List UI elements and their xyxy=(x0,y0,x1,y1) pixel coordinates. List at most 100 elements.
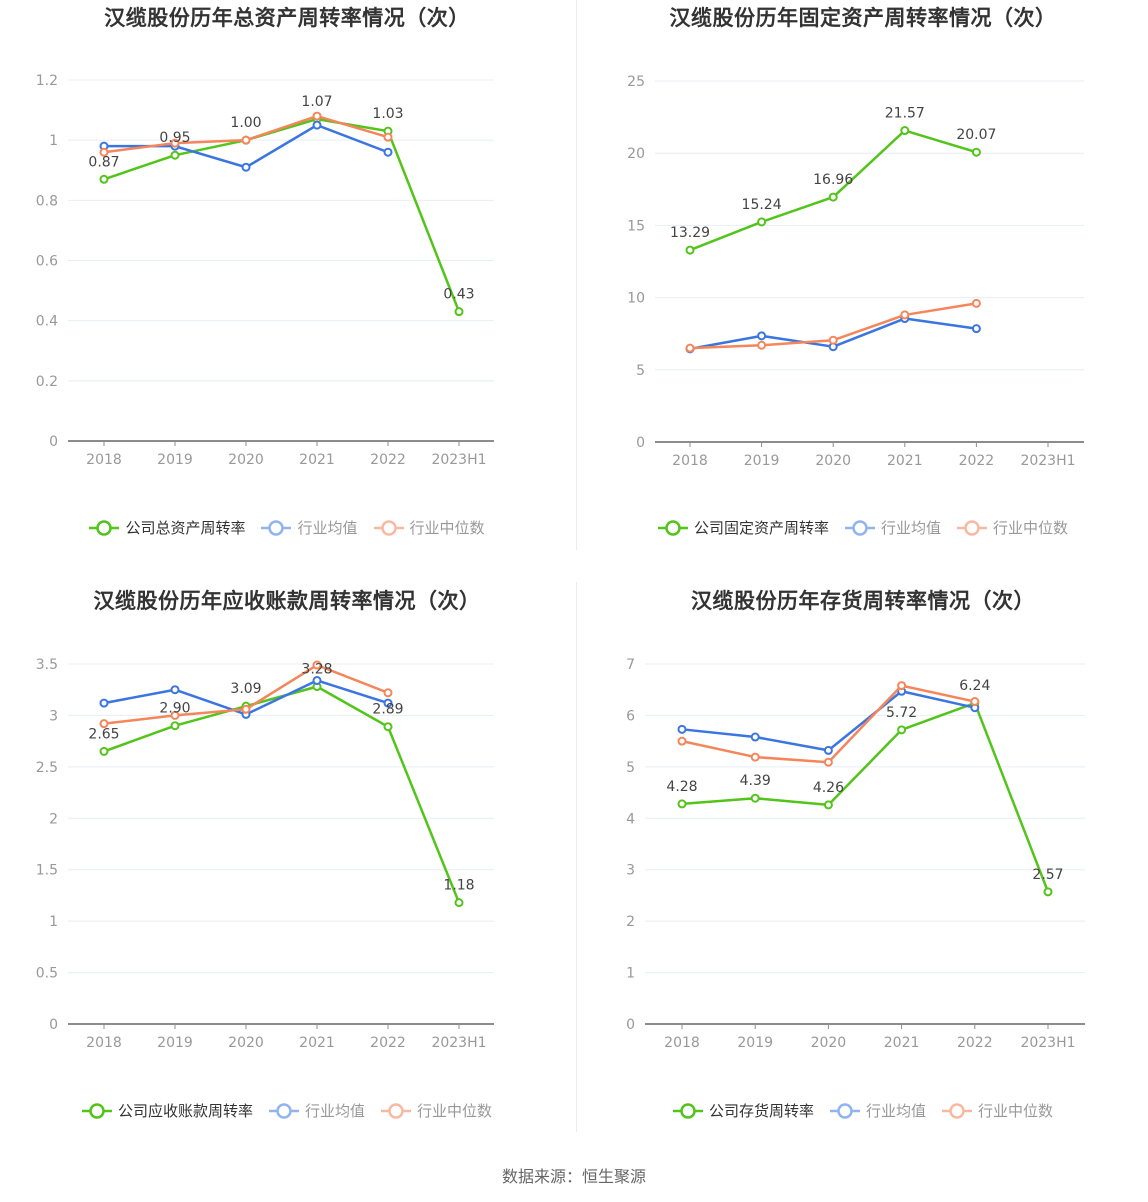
data-point-average[interactable] xyxy=(677,724,687,734)
data-point-median[interactable] xyxy=(750,752,760,762)
x-tick-label: 2018 xyxy=(672,453,708,469)
data-point-average[interactable] xyxy=(971,324,981,334)
series-line-company xyxy=(103,685,461,904)
data-point-company[interactable] xyxy=(454,898,464,908)
data-point-median[interactable] xyxy=(241,704,251,714)
data-point-median[interactable] xyxy=(970,697,980,707)
legend-line-circle-icon xyxy=(381,1102,411,1119)
legend-item-company[interactable]: 公司存货周转率 xyxy=(672,1100,814,1121)
data-point-median[interactable] xyxy=(312,111,322,121)
chart-plot: 0 0.5 1 1.5 2 2.5 3 3.5 2018 2019 2020 2021 2022 2023… xyxy=(36,657,494,1051)
data-point-median[interactable] xyxy=(312,660,322,670)
data-label: 2.90 xyxy=(159,701,190,717)
legend-item-median[interactable]: 行业中位数 xyxy=(942,1100,1053,1121)
data-label: 0.95 xyxy=(159,130,190,146)
data-point-median[interactable] xyxy=(677,736,687,746)
data-point-company[interactable] xyxy=(823,800,833,810)
y-tick-label: 5 xyxy=(636,363,645,379)
data-label: 0.43 xyxy=(443,287,474,303)
x-tick-label: 2021 xyxy=(887,453,923,469)
data-point-median[interactable] xyxy=(383,688,393,698)
x-tick-label: 2020 xyxy=(228,452,264,468)
data-point-average[interactable] xyxy=(312,120,322,130)
chart-title: 汉缆股份历年应收账款周转率情况（次） xyxy=(93,589,481,613)
data-point-company[interactable] xyxy=(828,192,838,202)
data-point-company[interactable] xyxy=(757,217,767,227)
data-point-company[interactable] xyxy=(170,721,180,731)
chart-plot: 0 0.2 0.4 0.6 0.8 1 1.2 2018 2019 2020 2021 2022 202… xyxy=(36,73,494,468)
data-point-median[interactable] xyxy=(900,310,910,320)
data-point-average[interactable] xyxy=(750,732,760,742)
chart-legend: 公司总资产周转率 行业均值 行业中位数 xyxy=(0,517,574,538)
y-tick-label: 0.4 xyxy=(36,314,58,330)
data-point-company[interactable] xyxy=(99,746,109,756)
data-point-company[interactable] xyxy=(677,799,687,809)
data-point-median[interactable] xyxy=(685,343,695,353)
data-point-median[interactable] xyxy=(99,147,109,157)
legend-item-average[interactable]: 行业均值 xyxy=(268,1100,365,1121)
legend-label: 行业中位数 xyxy=(993,519,1069,537)
legend-item-company[interactable]: 公司总资产周转率 xyxy=(89,517,245,538)
data-point-median[interactable] xyxy=(99,719,109,729)
data-label: 21.57 xyxy=(885,106,925,122)
data-point-average[interactable] xyxy=(99,698,109,708)
data-point-average[interactable] xyxy=(757,331,767,341)
legend-label: 公司存货周转率 xyxy=(708,1102,814,1120)
data-point-average[interactable] xyxy=(383,147,393,157)
data-point-company[interactable] xyxy=(971,147,981,157)
legend-line-circle-icon xyxy=(844,519,875,536)
data-point-average[interactable] xyxy=(383,698,393,708)
data-point-median[interactable] xyxy=(170,138,180,148)
y-tick-label: 4 xyxy=(626,811,635,827)
data-point-median[interactable] xyxy=(823,757,833,767)
chart-legend: 公司存货周转率 行业均值 行业中位数 xyxy=(576,1100,1148,1121)
data-point-company[interactable] xyxy=(685,245,695,255)
x-tick-label: 2018 xyxy=(86,452,122,468)
data-point-median[interactable] xyxy=(828,335,838,345)
legend-label: 公司固定资产周转率 xyxy=(693,519,829,537)
data-point-average[interactable] xyxy=(823,745,833,755)
legend-item-median[interactable]: 行业中位数 xyxy=(381,1100,492,1121)
data-point-median[interactable] xyxy=(241,135,251,145)
series-line-average xyxy=(681,690,976,752)
data-point-company[interactable] xyxy=(1043,887,1053,897)
legend-item-company[interactable]: 公司应收账款周转率 xyxy=(81,1100,253,1121)
data-point-average[interactable] xyxy=(170,685,180,695)
legend-item-average[interactable]: 行业均值 xyxy=(844,517,941,538)
data-point-company[interactable] xyxy=(383,722,393,732)
data-label: 4.26 xyxy=(813,780,844,796)
data-point-median[interactable] xyxy=(897,681,907,691)
data-point-average[interactable] xyxy=(312,675,322,685)
data-point-company[interactable] xyxy=(170,150,180,160)
data-point-company[interactable] xyxy=(99,174,109,184)
x-tick-label: 2021 xyxy=(299,1035,335,1051)
data-label: 6.24 xyxy=(959,678,990,694)
data-point-company[interactable] xyxy=(900,126,910,136)
data-point-company[interactable] xyxy=(750,793,760,803)
legend-item-median[interactable]: 行业中位数 xyxy=(373,517,485,538)
data-point-median[interactable] xyxy=(757,340,767,350)
data-point-average[interactable] xyxy=(241,162,251,172)
legend-line-circle-icon xyxy=(89,519,120,536)
legend-line-circle-icon xyxy=(829,1102,860,1119)
legend-line-circle-icon xyxy=(373,519,404,536)
data-point-company[interactable] xyxy=(454,307,464,317)
panel-divider-top xyxy=(576,0,577,550)
data-point-median[interactable] xyxy=(383,132,393,142)
y-tick-label: 15 xyxy=(627,218,645,234)
data-point-company[interactable] xyxy=(897,725,907,735)
data-label: 2.65 xyxy=(88,726,119,742)
chart-panel-receivables-turnover: 汉缆股份历年应收账款周转率情况（次） 0 0.5 1 1.5 2 2.5 3 3.5 2018 2… xyxy=(0,583,574,1166)
legend-item-median[interactable]: 行业中位数 xyxy=(957,517,1068,538)
x-tick-label: 2020 xyxy=(815,453,851,469)
legend-item-average[interactable]: 行业均值 xyxy=(829,1100,926,1121)
chart-plot: 0 1 2 3 4 5 6 7 2018 2019 2020 2021 2022 2023H1 4.28 4.… xyxy=(626,657,1085,1051)
legend-item-company[interactable]: 公司固定资产周转率 xyxy=(657,517,829,538)
data-label: 20.07 xyxy=(956,127,996,143)
y-tick-label: 3.5 xyxy=(36,657,58,673)
y-tick-label: 0 xyxy=(49,434,58,450)
legend-item-average[interactable]: 行业均值 xyxy=(261,517,358,538)
data-point-median[interactable] xyxy=(170,710,180,720)
x-tick-label: 2019 xyxy=(737,1035,773,1051)
data-point-median[interactable] xyxy=(971,298,981,308)
